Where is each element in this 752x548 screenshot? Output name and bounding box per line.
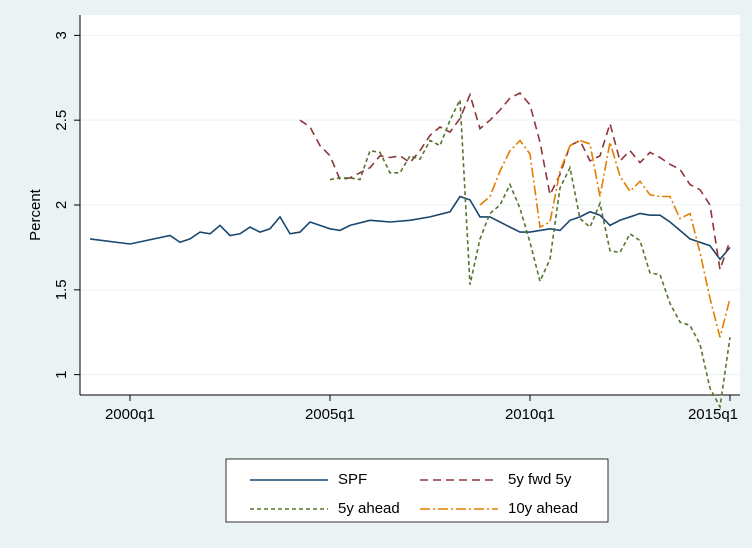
y-tick-label: 3: [53, 31, 70, 39]
x-tick-label: 2015q1: [688, 406, 738, 423]
y-tick-label: 2.5: [53, 110, 70, 131]
y-tick-label: 2: [53, 201, 70, 209]
x-tick-label: 2005q1: [305, 406, 355, 423]
legend-label: 5y ahead: [338, 500, 400, 517]
y-tick-label: 1.5: [53, 279, 70, 300]
legend-label: SPF: [338, 471, 367, 488]
series-line: [89, 195, 731, 261]
series-line: [479, 139, 731, 338]
series-line: [329, 96, 731, 410]
series-line: [299, 91, 731, 270]
y-tick-label: 1: [53, 370, 70, 378]
x-tick-label: 2010q1: [505, 406, 555, 423]
legend-label: 5y fwd 5y: [508, 471, 572, 488]
x-tick-label: 2000q1: [105, 406, 155, 423]
legend: [225, 458, 609, 523]
legend-label: 10y ahead: [508, 500, 578, 517]
y-axis-label: Percent: [27, 188, 44, 241]
